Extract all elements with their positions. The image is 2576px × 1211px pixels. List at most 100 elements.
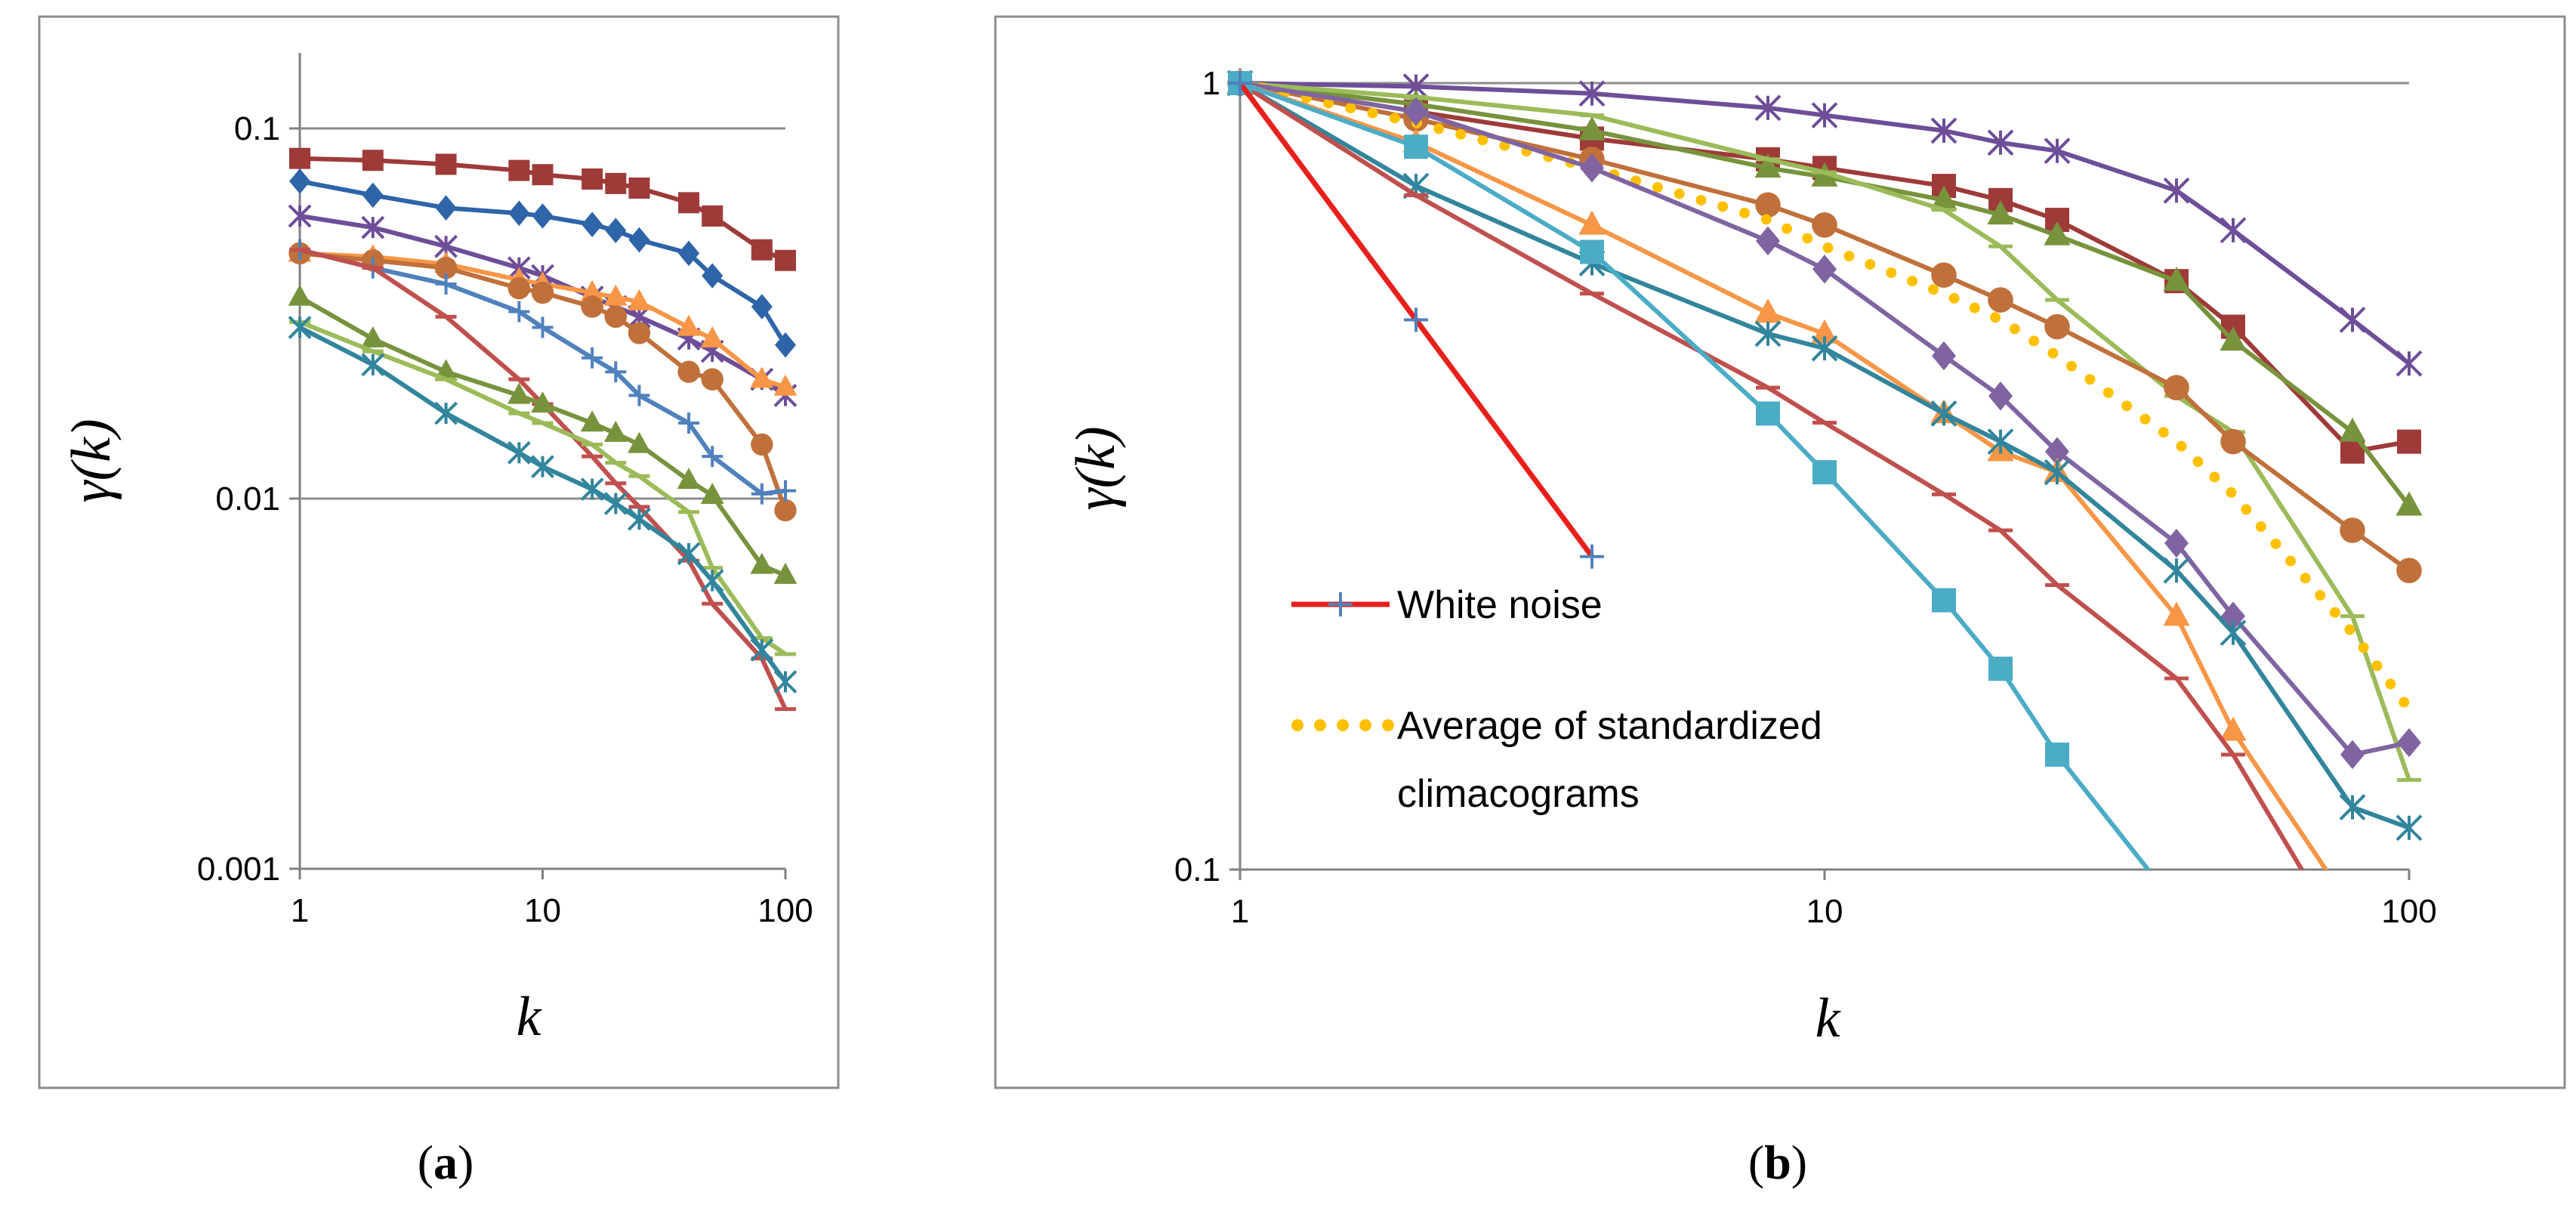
panel-b-data-point (2163, 177, 2190, 204)
panel-a-data-point (531, 455, 554, 479)
panel-a-data-point (751, 433, 773, 456)
panel-b-series-line (1239, 81, 2411, 781)
panel-a-data-point (750, 366, 774, 388)
panel-b-series-b1 (1226, 70, 2423, 377)
legend-white-noise-label: White noise (1397, 583, 1603, 627)
panel-b-data-point (1987, 428, 2014, 456)
panel-b-series-line (1239, 81, 2411, 830)
panel-b-data-point (1755, 226, 1780, 256)
panel-b-data-point (2163, 266, 2190, 291)
panel-b-series-white-noise (1228, 71, 1604, 569)
panel-a-data-point (628, 177, 650, 199)
panel-a-data-point (604, 305, 627, 328)
panel-b-data-point (1988, 287, 2013, 313)
panel-a-data-point (702, 205, 723, 227)
panel-b-data-point (2044, 137, 2071, 165)
panel-a-x-tick-label: 1 (291, 892, 309, 929)
panel-a-series-line (298, 325, 788, 684)
panel-a-series-line (299, 247, 786, 496)
panel-a-data-point (361, 326, 385, 348)
panel-a-data-point (582, 212, 603, 238)
panel-b-data-point (1754, 94, 1782, 122)
panel-b-x-tick-label: 1 (1231, 893, 1249, 930)
panel-b-data-point (1930, 117, 1957, 144)
panel-a-data-point (507, 276, 531, 300)
panel-a-y-label: γ(k) (60, 419, 122, 502)
panel-b-series-line (1239, 81, 2305, 870)
panel-b-data-point (2220, 428, 2246, 455)
panel-b-data-point (1812, 255, 1837, 284)
panel-a-series-s6 (289, 239, 796, 505)
legend-average-label-line2: climacograms (1397, 772, 1640, 816)
panel-a-data-point (773, 670, 797, 694)
panel-b-data-point (1987, 129, 2014, 156)
panel-a-data-point (677, 542, 701, 566)
panel-a-data-point (702, 446, 723, 468)
panel-b-data-point (1811, 335, 1838, 362)
panel-a-caption: (a) (418, 1135, 474, 1189)
panel-a-data-point (507, 382, 531, 404)
panel-a-data-point (582, 168, 603, 190)
panel-b-data-point (1403, 134, 1428, 159)
panel-a-series-s10 (288, 316, 797, 694)
panel-b-data-point (1812, 212, 1837, 238)
panel-a-series-s8 (288, 284, 797, 584)
panel-a-data-point (773, 374, 797, 396)
panel-a-data-point (288, 204, 312, 228)
panel-b-data-point (2163, 601, 2190, 626)
panel-b-series-line (1235, 78, 2414, 715)
panel-a-x-label: k (517, 986, 542, 1048)
panel-b-data-point (1987, 200, 2014, 225)
panel-a-data-point (701, 368, 723, 391)
panel-a-data-point (773, 562, 797, 584)
panel-a-y-tick-label: 0.001 (197, 851, 280, 888)
panel-b-data-point (2396, 350, 2423, 377)
panel-b-data-point (2396, 814, 2423, 842)
panel-b-data-point (1755, 192, 1781, 218)
panel-a-data-point (628, 322, 651, 344)
panel-a-series-line (299, 213, 787, 397)
panel-a-data-point (678, 240, 700, 267)
panel-b-y-tick-label: 1 (1202, 65, 1220, 102)
panel-b-series-b3 (1226, 68, 2423, 516)
panel-a-caption-open: ( (418, 1135, 433, 1189)
panel-b-series-line (1239, 81, 2329, 870)
panel-b-data-point (2045, 742, 2070, 767)
panel-a: 1 10 100 0.001 0.01 0.1 k γ(k) (60, 53, 813, 1048)
panel-a-data-point (508, 200, 530, 227)
panel-b-data-point (2339, 794, 2366, 820)
panel-a-series-line (298, 320, 787, 656)
panel-b-data-point (1579, 239, 1604, 264)
panel-a-data-point (628, 289, 651, 310)
panel-b-data-point (2397, 728, 2421, 758)
panel-b-data-point (2220, 716, 2247, 741)
panel-a-data-point (361, 353, 385, 377)
panel-a-x-tick-label: 10 (524, 892, 561, 929)
panel-b-frame (994, 15, 2566, 1089)
panel-a-data-point (774, 499, 797, 522)
panel-b-data-point (1812, 460, 1837, 485)
panel-a-data-point (677, 360, 700, 383)
panel-b-data-point (1988, 656, 2013, 681)
legend-average-dots (1291, 719, 1394, 731)
panel-b-data-point (1931, 262, 1957, 288)
panel-a-caption-close: ) (458, 1135, 474, 1189)
panel-a-series-line (298, 295, 787, 578)
panel-a-data-point (603, 420, 628, 442)
panel-a-data-point (751, 483, 773, 505)
panel-a-data-point (580, 410, 604, 432)
panel-a-data-point (750, 552, 774, 574)
panel-b-data-point (2220, 326, 2247, 351)
panel-a-data-point (508, 159, 530, 181)
panel-a-series-line (299, 247, 788, 710)
panel-b-data-point (1403, 97, 1428, 126)
panel-a-data-point (288, 316, 312, 339)
panel-a-data-point (508, 301, 530, 323)
panel-a-data-point (603, 284, 628, 306)
panel-b-data-point (2397, 429, 2421, 454)
panel-a-data-point (605, 218, 627, 243)
panel-a-data-point (750, 638, 774, 662)
panel-a-data-point (434, 256, 458, 280)
panel-a-data-point (532, 203, 554, 229)
